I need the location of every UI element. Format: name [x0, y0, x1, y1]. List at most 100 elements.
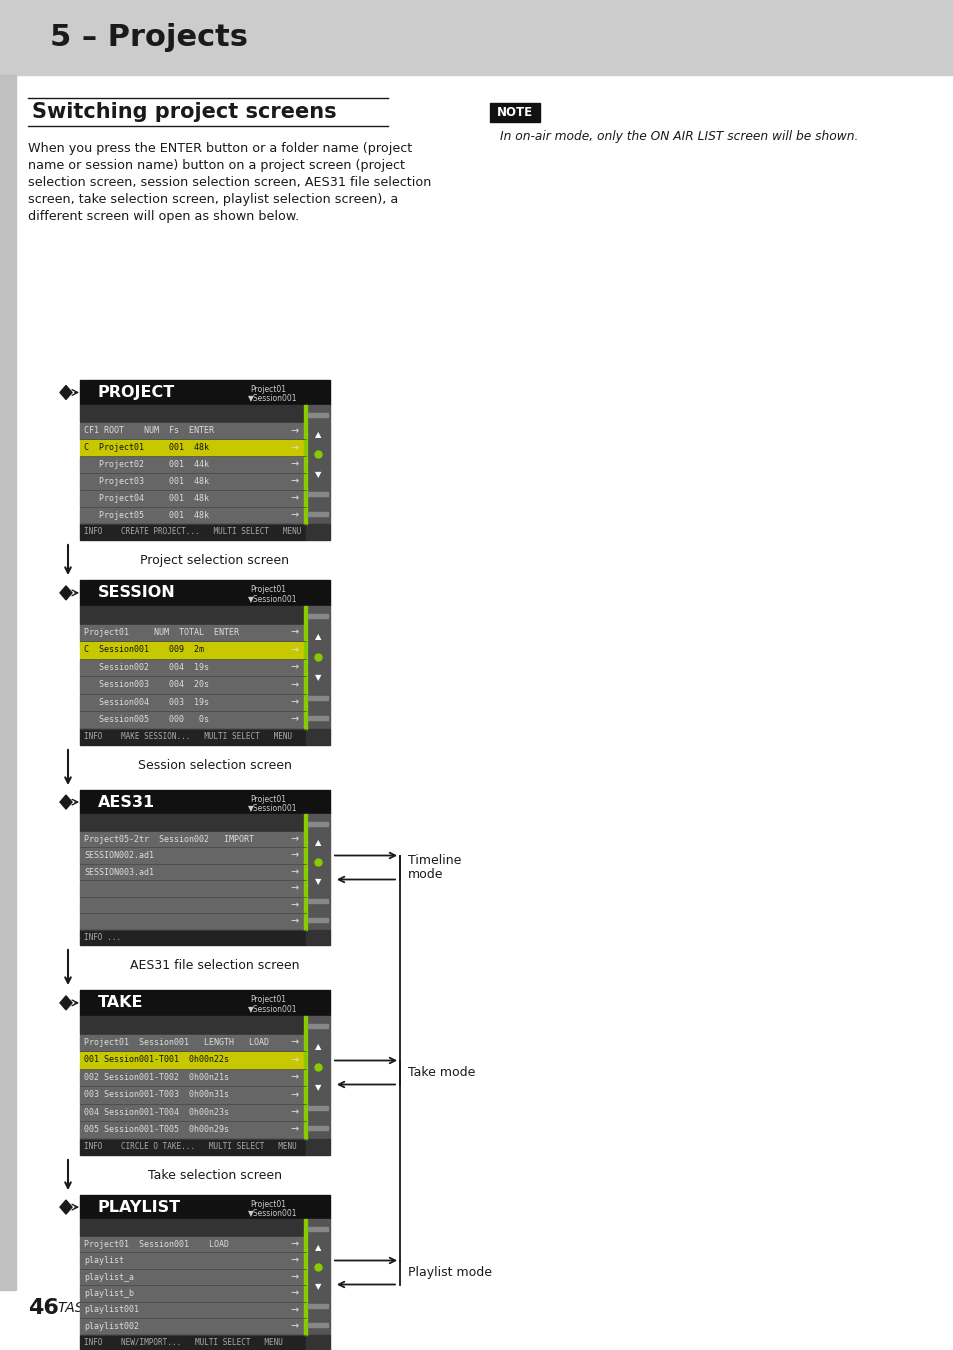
Text: TASCAM  HS-4000: TASCAM HS-4000 — [58, 1301, 183, 1315]
Text: ▼Session001: ▼Session001 — [247, 594, 296, 603]
Bar — [308, 614, 328, 618]
Bar — [306, 1138, 330, 1156]
Text: Project01: Project01 — [250, 385, 286, 394]
Text: TAKE: TAKE — [97, 995, 143, 1010]
Text: →: → — [290, 883, 298, 894]
Bar — [80, 474, 306, 490]
Bar — [80, 729, 306, 745]
Bar — [306, 524, 330, 540]
Text: →: → — [290, 1305, 298, 1315]
Text: ▼Session001: ▼Session001 — [247, 1004, 296, 1012]
Text: →: → — [290, 1089, 298, 1100]
Bar — [80, 1287, 306, 1301]
Text: 001 Session001-T001  0h00n22s: 001 Session001-T001 0h00n22s — [84, 1056, 229, 1064]
Bar — [80, 1254, 306, 1269]
Text: Take selection screen: Take selection screen — [148, 1169, 282, 1183]
Bar — [80, 580, 330, 745]
Text: different screen will open as shown below.: different screen will open as shown belo… — [28, 211, 299, 223]
Bar — [306, 405, 330, 524]
Polygon shape — [60, 1200, 71, 1214]
Polygon shape — [60, 386, 71, 400]
Text: playlist_b: playlist_b — [84, 1289, 133, 1297]
Bar — [304, 1219, 307, 1335]
Text: INFO    CREATE PROJECT...   MULTI SELECT   MENU: INFO CREATE PROJECT... MULTI SELECT MENU — [84, 528, 301, 536]
Bar — [80, 379, 330, 540]
Text: Session003    004  20s: Session003 004 20s — [84, 680, 209, 690]
Text: Project01: Project01 — [250, 1200, 286, 1208]
Bar — [308, 413, 328, 417]
Text: 5 – Projects: 5 – Projects — [50, 23, 248, 51]
Text: playlist_a: playlist_a — [84, 1273, 133, 1281]
Bar — [80, 458, 306, 474]
Text: In on-air mode, only the ON AIR LIST screen will be shown.: In on-air mode, only the ON AIR LIST scr… — [499, 130, 858, 143]
Bar — [80, 930, 306, 945]
Bar — [80, 1303, 306, 1318]
Bar — [490, 103, 539, 122]
Text: INFO    CIRCLE O TAKE...   MULTI SELECT   MENU: INFO CIRCLE O TAKE... MULTI SELECT MENU — [84, 1142, 296, 1152]
Text: ▼Session001: ▼Session001 — [247, 1208, 296, 1216]
Bar — [306, 1015, 330, 1138]
Text: playlist: playlist — [84, 1257, 124, 1265]
Bar — [80, 625, 306, 641]
Bar — [80, 678, 306, 694]
Text: ▼: ▼ — [314, 470, 321, 479]
Text: ▼: ▼ — [314, 1282, 321, 1291]
Bar — [80, 865, 306, 880]
Text: Session005    000   0s: Session005 000 0s — [84, 716, 209, 724]
Text: →: → — [290, 494, 298, 504]
Bar — [80, 814, 306, 832]
Bar — [80, 524, 306, 540]
Text: 005 Session001-T005  0h00n29s: 005 Session001-T005 0h00n29s — [84, 1126, 229, 1134]
Text: Project03     001  48k: Project03 001 48k — [84, 477, 209, 486]
Text: ▲: ▲ — [314, 1042, 321, 1050]
Text: ▲: ▲ — [314, 632, 321, 641]
Text: →: → — [290, 443, 298, 452]
Bar — [80, 1052, 306, 1069]
Bar — [308, 1126, 328, 1130]
Bar — [80, 379, 330, 405]
Text: →: → — [290, 834, 298, 844]
Bar — [306, 606, 330, 729]
Bar — [308, 717, 328, 721]
Bar — [80, 660, 306, 676]
Bar — [80, 1219, 306, 1237]
Text: When you press the ENTER button or a folder name (project: When you press the ENTER button or a fol… — [28, 142, 412, 155]
Text: screen, take selection screen, playlist selection screen), a: screen, take selection screen, playlist … — [28, 193, 397, 207]
Text: Playlist mode: Playlist mode — [408, 1266, 492, 1278]
Bar — [304, 606, 307, 729]
Text: →: → — [290, 1256, 298, 1266]
Bar — [308, 512, 328, 516]
Text: →: → — [290, 1037, 298, 1048]
Bar — [80, 1069, 306, 1087]
Bar — [308, 493, 328, 497]
Text: INFO    MAKE SESSION...   MULTI SELECT   MENU: INFO MAKE SESSION... MULTI SELECT MENU — [84, 732, 292, 741]
Text: C  Session001    009  2m: C Session001 009 2m — [84, 645, 204, 655]
Bar — [80, 1195, 330, 1350]
Bar — [80, 790, 330, 945]
Bar — [80, 882, 306, 896]
Text: Switching project screens: Switching project screens — [32, 103, 336, 122]
Bar — [80, 1270, 306, 1285]
Text: Project04     001  48k: Project04 001 48k — [84, 494, 209, 504]
Polygon shape — [60, 996, 71, 1010]
Text: →: → — [290, 425, 298, 436]
Text: PROJECT: PROJECT — [97, 385, 174, 400]
Text: PLAYLIST: PLAYLIST — [97, 1200, 180, 1215]
Text: Project01     NUM  TOTAL  ENTER: Project01 NUM TOTAL ENTER — [84, 628, 239, 637]
Polygon shape — [60, 586, 71, 599]
Bar — [80, 491, 306, 508]
Text: Session004    003  19s: Session004 003 19s — [84, 698, 209, 707]
Text: INFO    NEW/IMPORT...   MULTI SELECT   MENU: INFO NEW/IMPORT... MULTI SELECT MENU — [84, 1338, 283, 1347]
Text: SESSION003.ad1: SESSION003.ad1 — [84, 868, 153, 876]
Bar — [80, 508, 306, 524]
Text: Project01  Session001   LENGTH   LOAD: Project01 Session001 LENGTH LOAD — [84, 1038, 269, 1048]
Text: →: → — [290, 1239, 298, 1249]
Bar — [80, 695, 306, 711]
Text: →: → — [290, 477, 298, 486]
Text: →: → — [290, 698, 298, 707]
Bar — [80, 1015, 306, 1034]
Text: →: → — [290, 1322, 298, 1331]
Text: Project01  Session001    LOAD: Project01 Session001 LOAD — [84, 1239, 229, 1249]
Text: →: → — [290, 1125, 298, 1135]
Text: →: → — [290, 680, 298, 690]
